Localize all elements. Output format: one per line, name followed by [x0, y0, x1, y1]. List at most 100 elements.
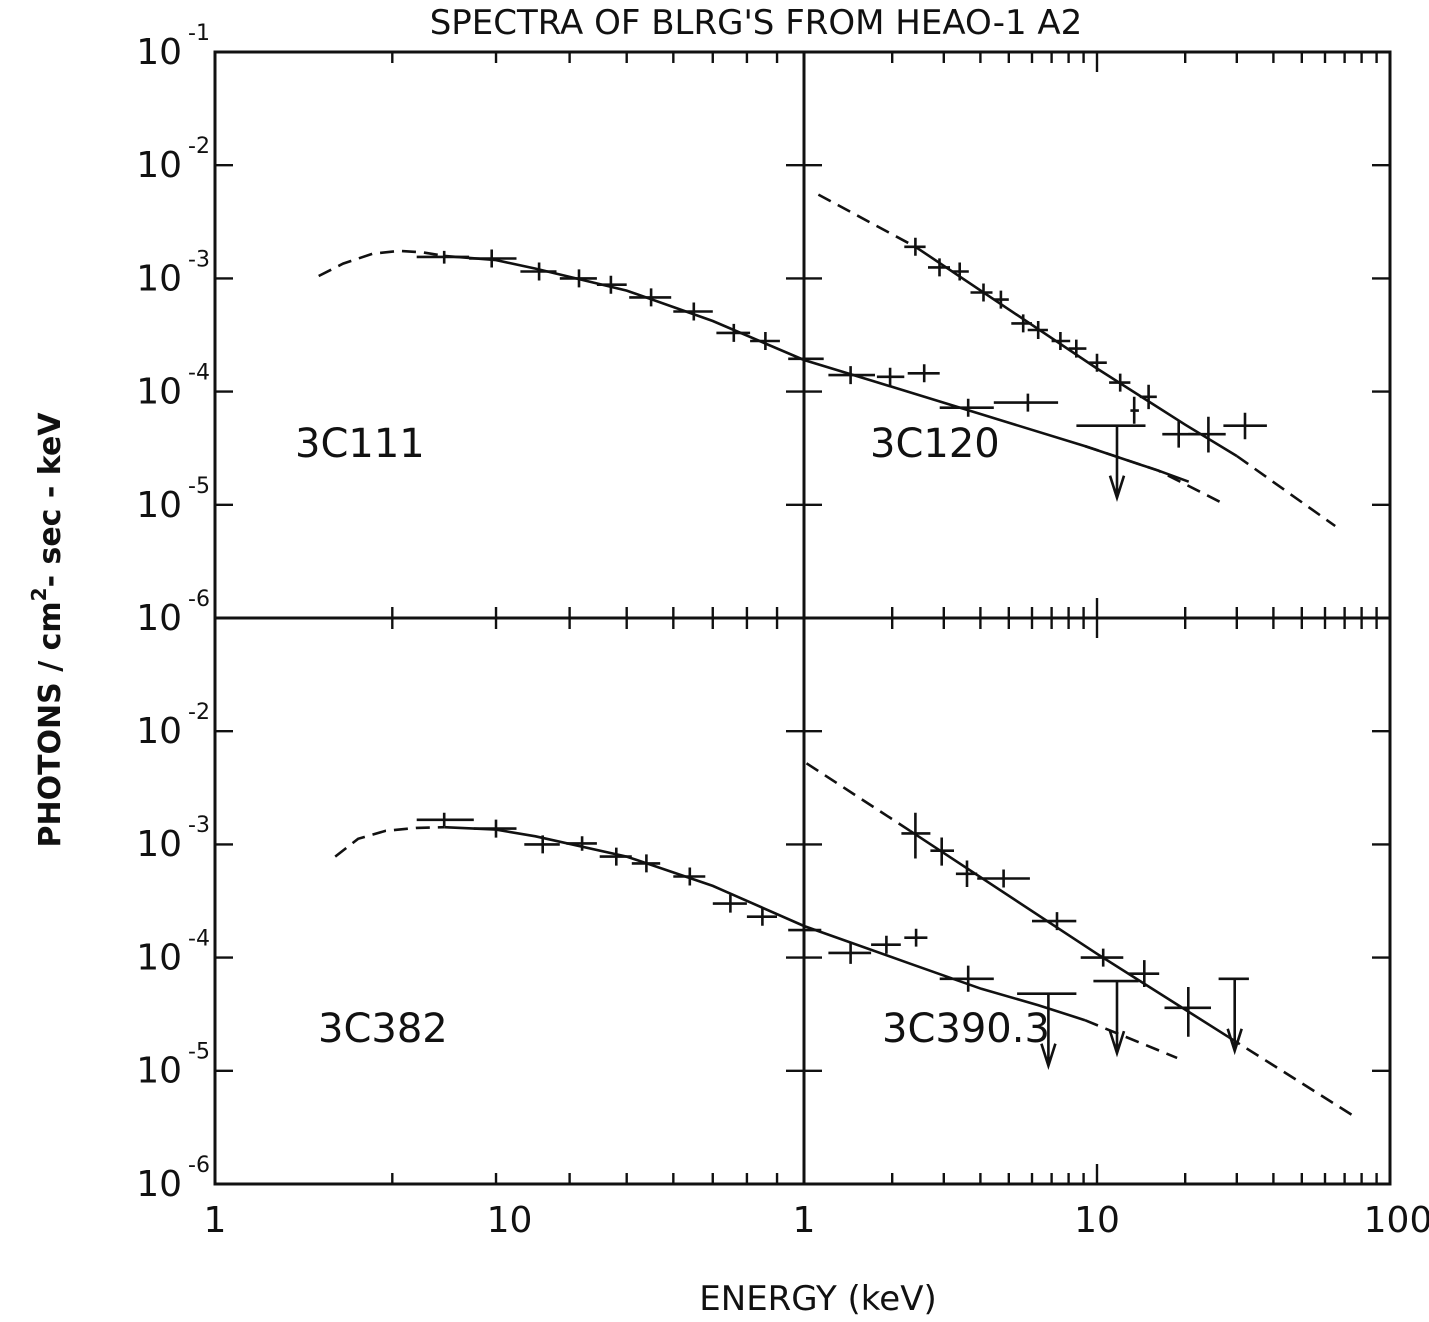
y-tick-label-bottom-exp-0: -2: [188, 700, 210, 725]
y-axis-label-pre: PHOTONS / cm: [33, 601, 68, 847]
data-point-9: [788, 349, 824, 368]
data-point-10: [1109, 373, 1131, 392]
x-tick-label-right-0: 1: [793, 1200, 816, 1241]
data-point-9: [788, 921, 822, 940]
model-curve-dashed-low: [805, 762, 911, 832]
data-point-3: [977, 869, 1030, 888]
y-tick-label-bottom-4: 10: [136, 1164, 182, 1205]
y-tick-label-top-exp-5: -6: [188, 587, 210, 612]
data-point-11: [876, 367, 905, 386]
data-point-1: [928, 258, 950, 277]
upper-limit-0: [1218, 977, 1249, 1056]
data-point-2: [524, 835, 560, 854]
y-tick-label-top-exp-2: -3: [188, 247, 210, 272]
data-point-6: [673, 867, 706, 886]
source-label: 3C111: [295, 421, 425, 467]
y-tick-label-bottom-0: 10: [136, 711, 182, 752]
data-point-6: [673, 302, 713, 321]
data-point-7: [712, 894, 747, 913]
data-point-6: [1128, 960, 1160, 987]
data-point-5: [631, 854, 661, 873]
y-tick-label-bottom-3: 10: [136, 1051, 182, 1092]
y-tick-label-top-3: 10: [136, 372, 182, 413]
x-tick-label-left-0: 1: [204, 1200, 227, 1241]
panel-top-right: 3C120: [817, 193, 1336, 528]
data-point-12: [907, 364, 940, 383]
data-point-3: [566, 836, 597, 851]
data-point-10: [828, 366, 875, 385]
data-point-2: [955, 860, 978, 887]
data-point-14: [993, 393, 1059, 412]
data-point-8: [746, 907, 777, 926]
y-tick-label-top-0: 10: [136, 32, 182, 73]
y-tick-label-bottom-2: 10: [136, 937, 182, 978]
data-point-4: [1032, 912, 1077, 931]
data-point-6: [1027, 321, 1048, 339]
y-axis-label-sup: 2: [27, 587, 51, 601]
panels: 3C111 3C120 3C382 3C390.3: [295, 193, 1355, 1117]
data-point-11: [1130, 396, 1139, 424]
model-curve-dashed-low: [817, 193, 917, 248]
data-point-5: [1080, 948, 1124, 967]
upper-limit-0: [1017, 992, 1077, 1070]
data-point-13: [939, 398, 994, 417]
y-tick-label-bottom-exp-3: -5: [188, 1040, 210, 1065]
y-tick-label-top-4: 10: [136, 485, 182, 526]
y-tick-labels-bottom: 10-210-310-410-510-6: [136, 700, 210, 1205]
source-label: 3C390.3: [882, 1006, 1050, 1052]
data-point-4: [994, 290, 1009, 309]
data-point-0: [416, 812, 474, 827]
data-point-0: [416, 250, 470, 264]
source-label: 3C120: [870, 421, 1000, 467]
data-point-1: [469, 249, 517, 268]
model-curve-dashed-low: [318, 249, 445, 278]
data-point-0: [901, 812, 931, 859]
model-curve-dashed-high: [1084, 1018, 1178, 1060]
data-point-3: [970, 283, 993, 302]
y-tick-label-top-exp-1: -2: [188, 134, 210, 159]
y-axis-label-post: - sec - keV: [33, 412, 68, 588]
data-point-10: [828, 942, 872, 964]
y-tick-label-bottom-exp-2: -4: [188, 926, 210, 951]
x-tick-label-right-2: 100: [1364, 1200, 1429, 1241]
model-curve-solid: [444, 254, 1190, 483]
y-tick-label-top-exp-3: -4: [188, 361, 210, 386]
data-point-7: [1164, 987, 1211, 1037]
data-point-15: [1223, 412, 1267, 440]
upper-limit-1: [1093, 979, 1139, 1058]
model-curve-dashed-high: [1227, 1035, 1355, 1117]
data-point-8: [1068, 339, 1087, 358]
data-point-1: [473, 819, 517, 838]
panel-bottom-right: 3C390.3: [805, 762, 1355, 1117]
data-point-3: [559, 269, 597, 288]
data-point-14: [1188, 416, 1226, 453]
model-curve-dashed-low: [334, 825, 445, 858]
upper-limit-0: [1076, 424, 1146, 502]
data-point-4: [596, 275, 627, 294]
data-point-9: [1089, 353, 1107, 372]
data-point-0: [904, 237, 926, 256]
data-point-8: [750, 332, 780, 350]
panel-bottom-left: 3C382: [318, 812, 1178, 1070]
panel-top-left: 3C111: [295, 249, 1227, 506]
data-point-2: [520, 262, 557, 281]
x-tick-label-left-1: 10: [487, 1200, 533, 1241]
data-point-7: [716, 323, 751, 342]
data-point-5: [1011, 314, 1032, 333]
axis-ticks: [213, 50, 1392, 1186]
model-curve-dashed-high: [1236, 454, 1336, 528]
y-tick-label-top-exp-0: -1: [188, 21, 210, 46]
data-point-5: [629, 288, 672, 307]
data-point-13: [939, 965, 994, 992]
data-point-1: [930, 837, 954, 866]
data-point-4: [599, 847, 632, 866]
y-tick-labels-top: 10-110-210-310-410-510-6: [136, 21, 210, 639]
y-tick-label-bottom-1: 10: [136, 824, 182, 865]
y-tick-label-bottom-exp-1: -3: [188, 813, 210, 838]
model-curve-solid: [444, 825, 1086, 1022]
data-point-7: [1051, 332, 1071, 350]
data-point-12: [1139, 384, 1157, 410]
data-point-12: [904, 928, 928, 947]
y-axis-label: PHOTONS / cm2- sec - keV: [27, 412, 68, 848]
